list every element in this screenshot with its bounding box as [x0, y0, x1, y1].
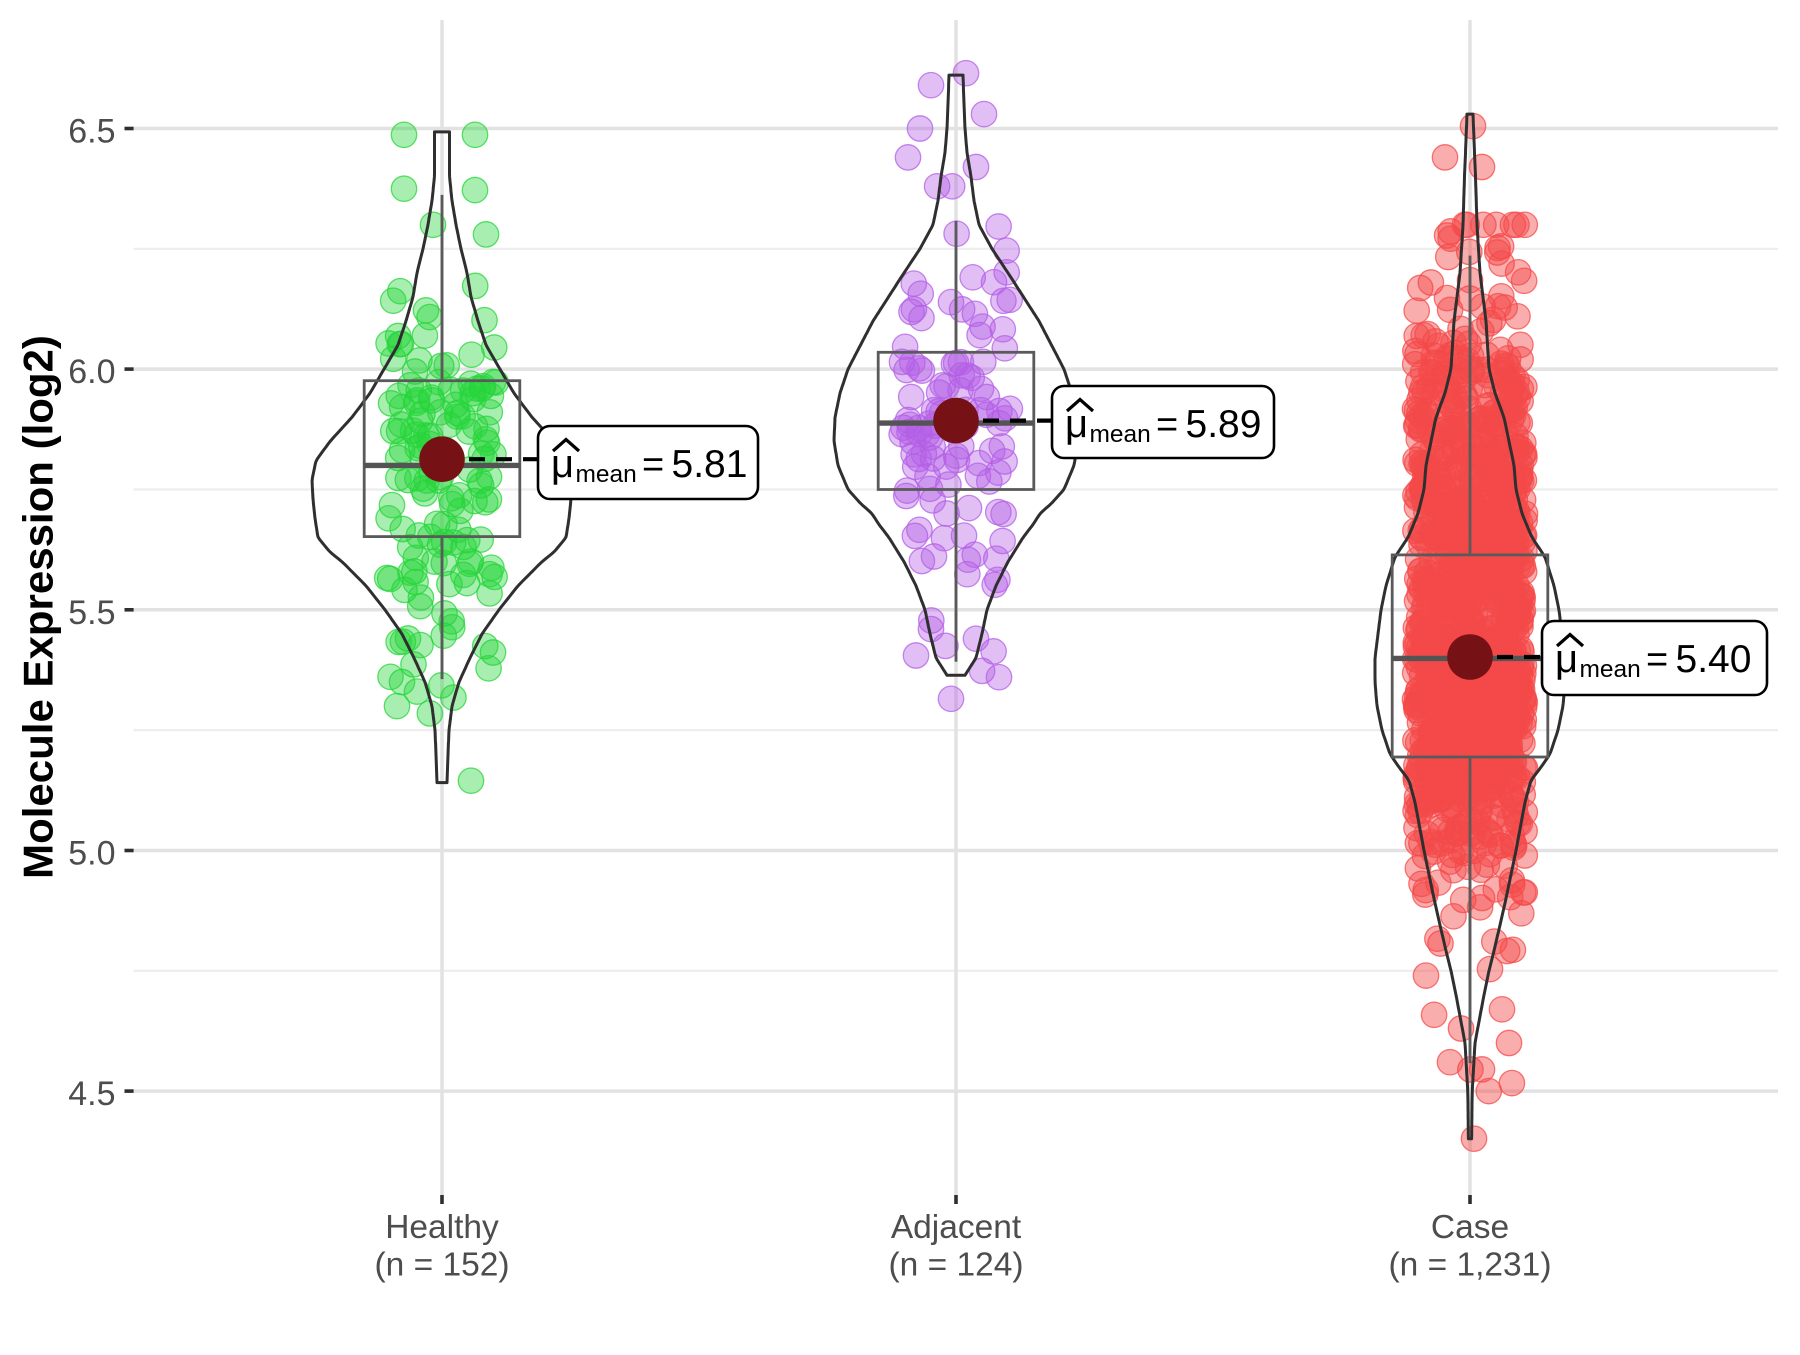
svg-text:(n = 152): (n = 152): [374, 1247, 509, 1284]
svg-text:Adjacent: Adjacent: [891, 1209, 1022, 1246]
svg-text:mean: mean: [576, 461, 637, 488]
svg-text:5.0: 5.0: [68, 835, 115, 873]
svg-text:mean: mean: [1090, 421, 1151, 448]
svg-text:Case: Case: [1431, 1209, 1509, 1246]
svg-text:=: =: [1646, 639, 1668, 681]
svg-text:=: =: [1156, 404, 1178, 446]
svg-text:μ: μ: [1555, 637, 1578, 681]
svg-text:Healthy: Healthy: [385, 1209, 499, 1246]
svg-text:6.0: 6.0: [68, 353, 115, 391]
svg-text:5.5: 5.5: [68, 594, 115, 632]
svg-text:μ: μ: [1065, 402, 1088, 446]
svg-text:5.89: 5.89: [1186, 403, 1262, 446]
svg-text:mean: mean: [1580, 656, 1641, 683]
svg-text:μ: μ: [551, 442, 574, 486]
svg-text:5.81: 5.81: [672, 443, 748, 486]
svg-text:4.5: 4.5: [68, 1075, 115, 1113]
svg-text:(n = 1,231): (n = 1,231): [1389, 1247, 1552, 1284]
svg-text:5.40: 5.40: [1676, 638, 1752, 681]
svg-text:6.5: 6.5: [68, 113, 115, 151]
svg-text:=: =: [642, 444, 664, 486]
svg-text:Molecule Expression (log2): Molecule Expression (log2): [15, 335, 62, 879]
svg-text:(n = 124): (n = 124): [888, 1247, 1023, 1284]
